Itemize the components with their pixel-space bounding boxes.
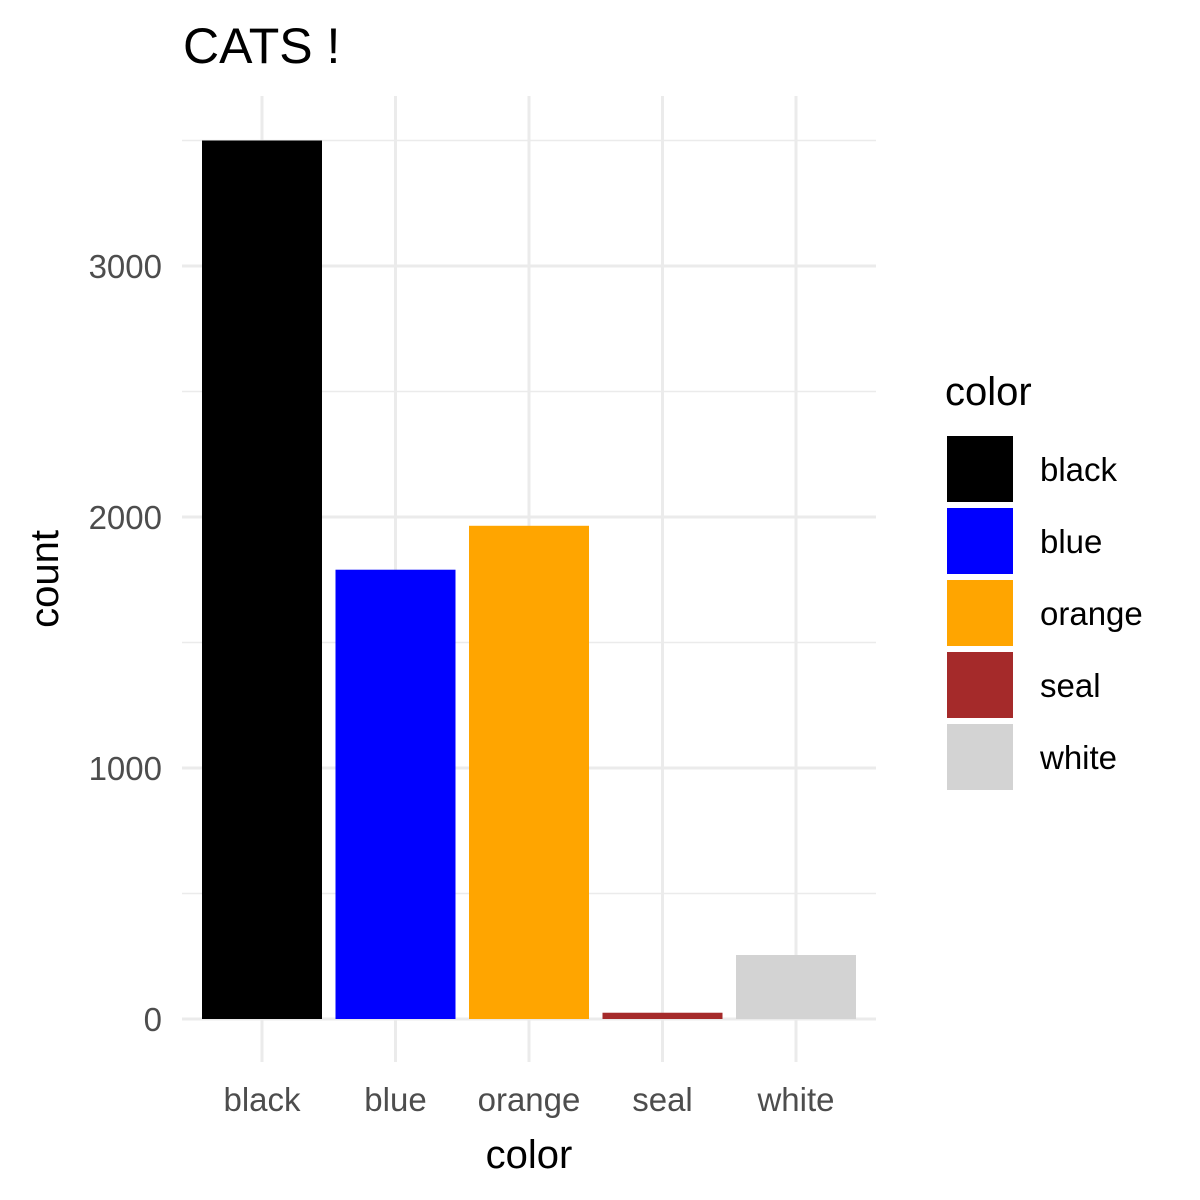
- y-tick-label: 0: [144, 1001, 162, 1038]
- y-axis-tick-labels: 0 1000 2000 3000: [89, 248, 162, 1038]
- legend-key-white: [947, 724, 1013, 790]
- legend-items: black blue orange seal white: [947, 436, 1143, 790]
- x-tick-label: black: [223, 1081, 301, 1118]
- bars: [202, 140, 856, 1019]
- x-tick-label: seal: [632, 1081, 693, 1118]
- x-tick-label: white: [756, 1081, 834, 1118]
- bar-blue: [335, 569, 456, 1019]
- legend-label: blue: [1040, 523, 1102, 560]
- y-axis-title: count: [23, 530, 67, 628]
- legend-title: color: [945, 370, 1032, 414]
- x-tick-label: orange: [478, 1081, 581, 1118]
- y-tick-label: 3000: [89, 248, 162, 285]
- legend: color black blue orange seal white: [945, 370, 1143, 790]
- y-tick-label: 2000: [89, 499, 162, 536]
- legend-key-orange: [947, 580, 1013, 646]
- x-tick-label: blue: [364, 1081, 426, 1118]
- legend-label: black: [1040, 451, 1118, 488]
- chart-title: CATS !: [183, 18, 340, 74]
- legend-label: orange: [1040, 595, 1143, 632]
- x-axis-tick-labels: black blue orange seal white: [223, 1081, 834, 1118]
- legend-key-black: [947, 436, 1013, 502]
- legend-label: seal: [1040, 667, 1101, 704]
- legend-label: white: [1039, 739, 1117, 776]
- bar-black: [202, 140, 322, 1019]
- x-axis-title: color: [486, 1133, 573, 1177]
- bar-orange: [469, 525, 589, 1019]
- legend-key-seal: [947, 652, 1013, 718]
- bar-white: [736, 954, 856, 1019]
- legend-key-blue: [947, 508, 1013, 574]
- y-tick-label: 1000: [89, 750, 162, 787]
- bar-seal: [602, 1012, 723, 1019]
